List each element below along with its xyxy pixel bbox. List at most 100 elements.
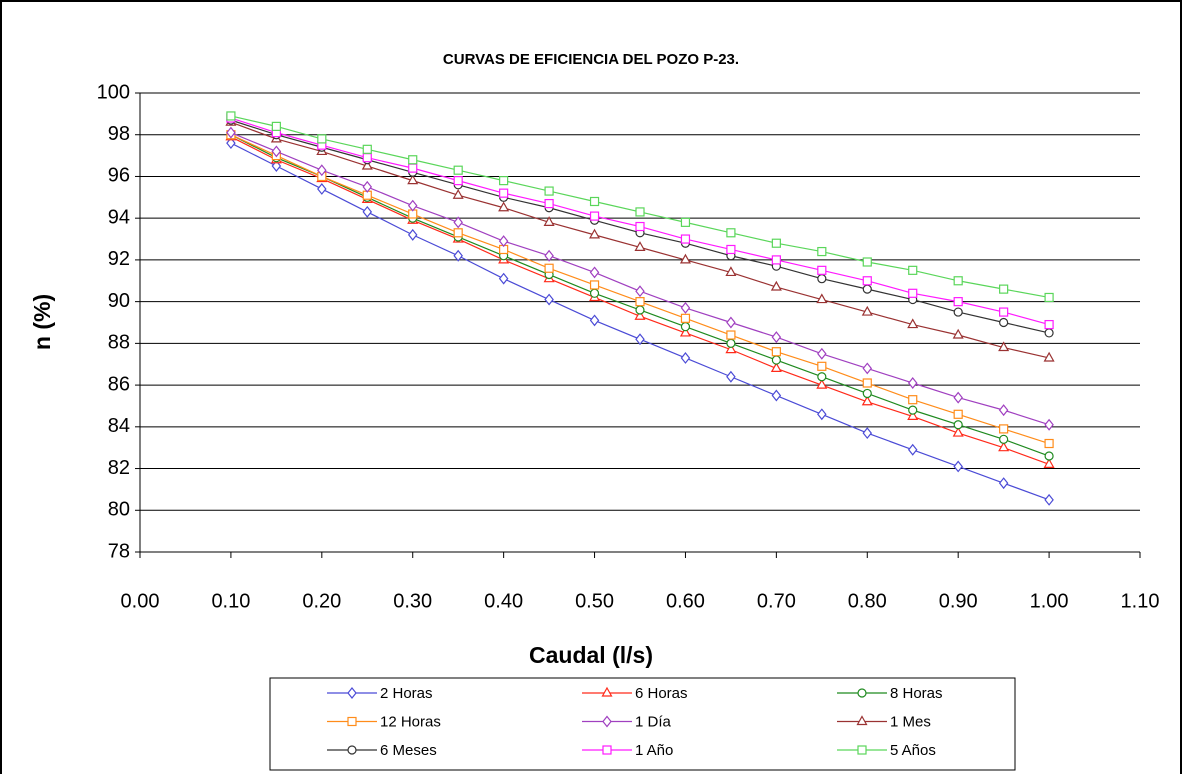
data-point (1044, 292, 1054, 303)
data-point (953, 307, 963, 317)
y-tick-label: 96 (108, 165, 130, 187)
data-point (589, 280, 600, 290)
data-point (408, 163, 418, 173)
data-point (862, 276, 872, 286)
data-point (998, 404, 1009, 417)
data-point (317, 134, 327, 144)
y-tick-label: 92 (108, 248, 130, 270)
x-tick-label: 1.00 (1030, 590, 1069, 612)
data-point (817, 246, 827, 257)
data-point (498, 201, 510, 212)
data-point (361, 159, 373, 170)
y-tick-label: 80 (108, 499, 130, 521)
data-point (226, 111, 236, 121)
data-point (271, 160, 282, 172)
data-point (770, 362, 782, 372)
y-tick-label: 86 (108, 373, 130, 395)
data-point (725, 343, 737, 354)
data-point (953, 460, 963, 473)
data-point (726, 338, 736, 348)
x-tick-label: 0.20 (302, 590, 341, 612)
data-point (680, 301, 691, 314)
data-point (317, 183, 327, 195)
data-point (680, 217, 691, 227)
data-point (589, 266, 600, 279)
data-point (953, 420, 963, 430)
data-point (861, 305, 873, 316)
data-point (680, 352, 691, 364)
data-point (817, 347, 827, 360)
data-point (635, 333, 645, 346)
data-point (499, 176, 509, 186)
y-tick-label: 78 (108, 540, 130, 562)
data-point (953, 276, 963, 286)
data-point (499, 188, 509, 198)
x-tick-label: 0.60 (666, 590, 705, 612)
legend-label: 6 Horas (635, 685, 688, 702)
data-point (817, 372, 827, 382)
data-point (907, 377, 918, 389)
data-point (1044, 451, 1054, 461)
data-point (544, 249, 554, 262)
data-point (908, 288, 918, 298)
legend-box (269, 677, 1016, 771)
data-point (453, 165, 463, 175)
data-point (862, 388, 872, 399)
x-tick-label: 0.00 (121, 590, 160, 612)
chart-title: CURVAS DE EFICIENCIA DEL POZO P-23. (443, 51, 739, 68)
data-point (407, 174, 419, 185)
data-point (362, 205, 373, 218)
x-tick-label: 0.80 (848, 590, 887, 612)
data-point (726, 244, 736, 255)
data-point (908, 395, 918, 405)
legend-label: 1 Año (635, 742, 673, 759)
x-tick-label: 0.30 (393, 590, 432, 612)
y-tick-label: 82 (108, 457, 130, 479)
y-tick-label: 98 (108, 123, 130, 145)
data-point (1044, 328, 1054, 338)
data-point (679, 326, 691, 337)
x-tick-label: 0.40 (484, 590, 523, 612)
data-point (362, 180, 373, 193)
data-point (362, 144, 372, 154)
data-point (907, 410, 919, 420)
data-point (226, 137, 236, 150)
legend-marker (347, 716, 357, 727)
legend-marker (602, 745, 612, 755)
data-point (817, 361, 827, 371)
data-point (544, 263, 554, 273)
y-tick-label: 84 (108, 415, 130, 437)
data-point (953, 297, 963, 307)
data-point (226, 126, 236, 139)
data-point (862, 362, 873, 375)
data-point (1043, 351, 1055, 362)
data-point (1044, 493, 1054, 506)
data-point (953, 391, 963, 404)
data-point (998, 477, 1009, 490)
data-point (771, 331, 782, 344)
legend-marker (857, 688, 867, 698)
data-point (634, 310, 646, 320)
data-point (407, 199, 418, 212)
data-point (999, 307, 1009, 317)
data-point (362, 153, 372, 163)
data-point (635, 305, 645, 315)
data-point (635, 221, 645, 232)
data-point (862, 257, 872, 267)
data-point (408, 155, 418, 165)
legend-marker (856, 715, 868, 726)
data-point (452, 189, 464, 199)
data-point (816, 378, 828, 389)
data-point (817, 274, 827, 284)
data-point (816, 293, 828, 304)
data-point (953, 409, 963, 419)
data-point (544, 186, 554, 196)
data-point (635, 285, 645, 298)
data-point (770, 280, 782, 291)
data-point (771, 355, 781, 365)
data-point (543, 216, 555, 226)
data-point (544, 198, 554, 209)
data-point (999, 424, 1009, 434)
legend-marker (601, 686, 613, 697)
